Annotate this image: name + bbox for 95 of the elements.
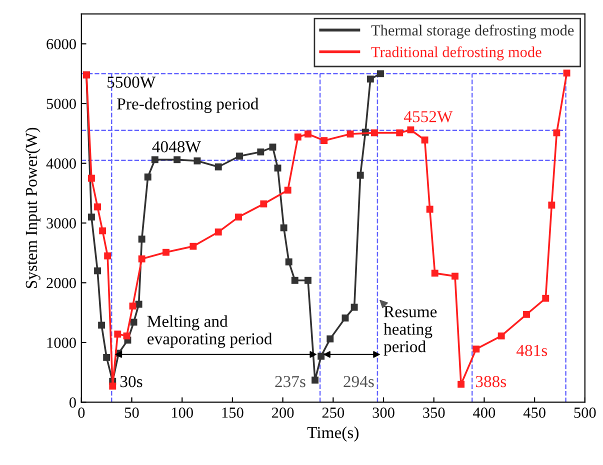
point — [377, 70, 384, 78]
point — [109, 382, 116, 390]
point — [431, 270, 438, 277]
point — [114, 330, 122, 338]
ref-line-label: 237s — [275, 376, 306, 388]
text: Thermal storage defrosting mode — [371, 24, 574, 39]
point — [320, 137, 328, 144]
point — [214, 228, 222, 236]
ref-line-label: 4048W — [152, 141, 201, 152]
point — [396, 129, 404, 136]
y-tick-label: 0 — [69, 397, 76, 408]
point — [318, 352, 325, 360]
point — [284, 186, 292, 194]
point — [130, 318, 138, 326]
point — [452, 272, 458, 280]
point — [138, 236, 146, 243]
y-tick-label: 4000 — [46, 158, 76, 169]
point — [269, 144, 276, 151]
point — [98, 322, 106, 329]
x-tick-label: 350 — [423, 408, 445, 418]
point — [458, 380, 465, 388]
y-tick-label: 3000 — [46, 218, 76, 228]
point — [129, 302, 136, 310]
point — [346, 130, 354, 138]
x-axis-title: Time(s) — [307, 426, 359, 442]
point — [548, 202, 556, 209]
x-tick-label: 300 — [372, 408, 394, 418]
ref-line-label: 5500W — [108, 76, 156, 88]
annotation: Resume heating period — [384, 306, 437, 356]
x-tick-label: 500 — [574, 408, 596, 418]
point — [104, 252, 112, 260]
point — [88, 174, 95, 182]
ref-line-label: 294s — [344, 376, 374, 388]
point — [94, 203, 101, 210]
point — [426, 206, 434, 213]
point — [236, 152, 243, 160]
point — [304, 276, 312, 284]
x-tick-label: 200 — [272, 408, 294, 418]
point — [294, 134, 302, 140]
point — [366, 76, 374, 83]
point — [563, 70, 570, 77]
point — [151, 156, 158, 164]
point — [280, 224, 288, 232]
point — [123, 332, 130, 340]
point — [214, 163, 222, 170]
point — [304, 130, 312, 138]
x-tick-label: 150 — [222, 408, 244, 418]
point — [285, 258, 292, 266]
point — [498, 332, 505, 340]
y-tick-label: 6000 — [46, 38, 76, 50]
y-tick-label: 1000 — [47, 338, 76, 348]
x-tick-label: 450 — [523, 408, 546, 418]
point — [370, 129, 378, 136]
x-tick-label: 400 — [473, 408, 496, 418]
y-tick-label: 5000 — [46, 98, 76, 110]
x-tick-label: 0 — [78, 408, 85, 418]
y-axis-title: System Input Power(W) — [25, 128, 40, 288]
point — [235, 214, 242, 221]
ref-line-label: 388s — [476, 376, 506, 388]
point — [356, 172, 364, 179]
series-label: Traditional defrosting mode — [371, 46, 542, 60]
point — [257, 148, 264, 156]
annotation: Melting and evaporating period — [147, 315, 272, 348]
point — [326, 335, 334, 342]
ref-line-label: 30s — [120, 376, 142, 388]
point — [312, 376, 319, 384]
point — [190, 242, 197, 250]
point — [94, 267, 101, 274]
point — [103, 354, 110, 361]
point — [553, 129, 560, 136]
x-tick-label: 50 — [125, 408, 139, 418]
point — [174, 156, 181, 164]
point — [472, 346, 480, 353]
point — [342, 314, 349, 322]
point — [162, 248, 170, 256]
point — [407, 126, 414, 134]
ref-line-label: 4552W — [404, 111, 453, 122]
point — [274, 164, 282, 172]
point — [291, 276, 298, 284]
x-tick-label: 100 — [172, 408, 193, 418]
point — [350, 304, 358, 311]
point — [99, 227, 106, 234]
point — [523, 310, 530, 318]
point — [194, 157, 201, 164]
point — [144, 174, 152, 180]
y-tick-label: 2000 — [46, 278, 76, 288]
x-tick-label: 250 — [322, 408, 344, 418]
point — [542, 294, 550, 302]
point — [135, 300, 142, 308]
point — [88, 214, 95, 221]
annotation: Pre-defrosting period — [117, 98, 259, 113]
point — [138, 255, 146, 262]
point — [260, 200, 268, 208]
point — [421, 136, 428, 144]
ref-line-label: 481s — [516, 344, 548, 356]
